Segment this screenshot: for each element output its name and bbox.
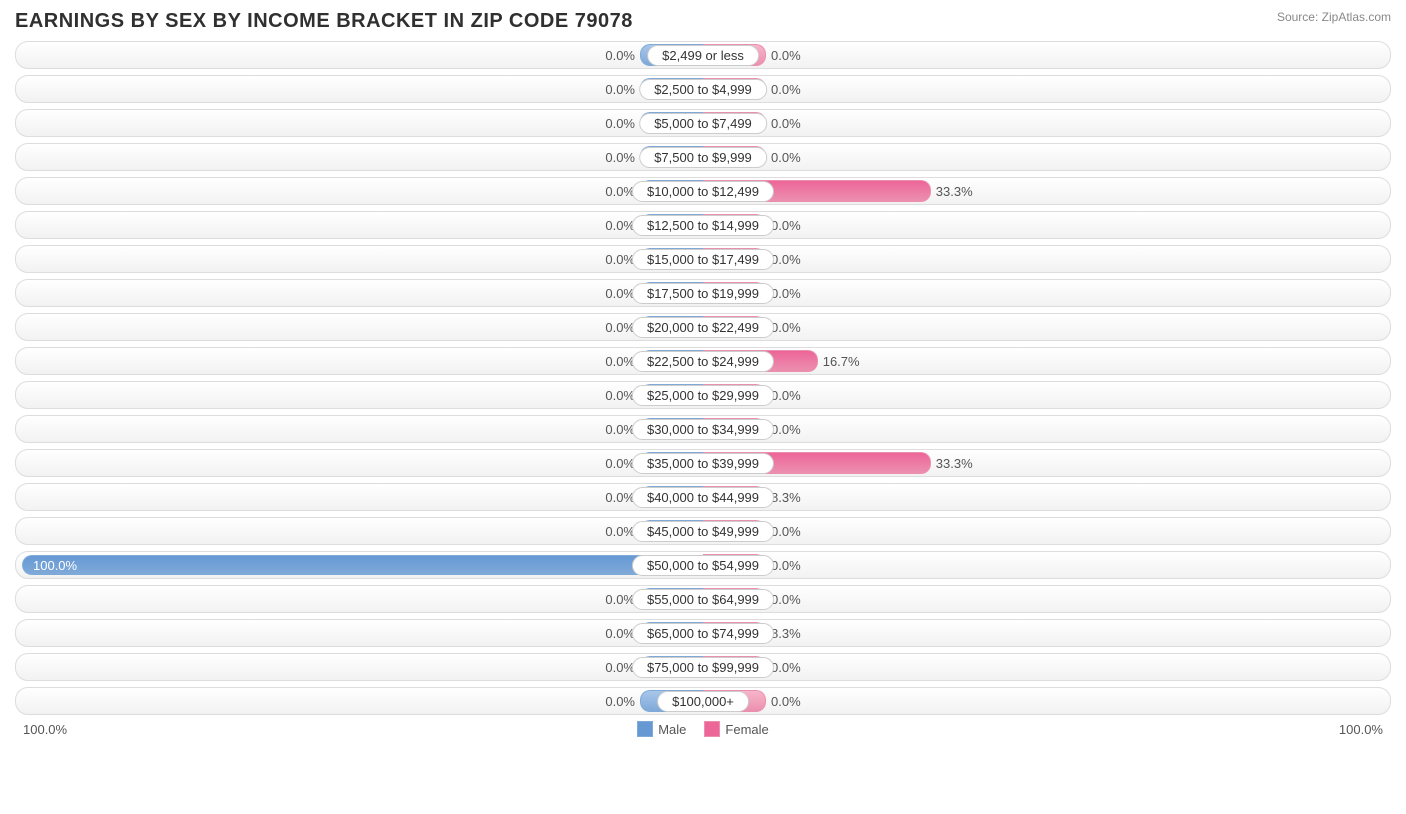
female-value: 16.7% — [823, 354, 860, 369]
male-value: 0.0% — [605, 626, 635, 641]
chart-row: 0.0% 0.0%$17,500 to $19,999 — [15, 279, 1391, 307]
male-value: 0.0% — [605, 354, 635, 369]
female-value: 0.0% — [771, 286, 801, 301]
female-value: 8.3% — [771, 490, 801, 505]
category-label: $7,500 to $9,999 — [639, 147, 767, 168]
chart-row: 0.0% 8.3%$65,000 to $74,999 — [15, 619, 1391, 647]
female-value: 0.0% — [771, 558, 801, 573]
chart-row: 0.0% 0.0% $5,000 to $7,499 — [15, 109, 1391, 137]
category-label: $40,000 to $44,999 — [632, 487, 774, 508]
chart-row: 0.0% 0.0%$75,000 to $99,999 — [15, 653, 1391, 681]
female-value: 0.0% — [771, 422, 801, 437]
category-label: $25,000 to $29,999 — [632, 385, 774, 406]
chart-row: 0.0% 0.0% $100,000+ — [15, 687, 1391, 715]
female-value: 33.3% — [936, 456, 973, 471]
female-value: 0.0% — [771, 694, 801, 709]
category-label: $20,000 to $22,499 — [632, 317, 774, 338]
male-value: 100.0% — [33, 558, 77, 573]
legend-swatch-male — [637, 721, 653, 737]
female-value: 0.0% — [771, 252, 801, 267]
category-label: $22,500 to $24,999 — [632, 351, 774, 372]
chart-row: 0.0% 0.0%$55,000 to $64,999 — [15, 585, 1391, 613]
category-label: $55,000 to $64,999 — [632, 589, 774, 610]
legend-swatch-female — [704, 721, 720, 737]
chart-header: EARNINGS BY SEX BY INCOME BRACKET IN ZIP… — [15, 10, 1391, 33]
chart-row: 0.0% 8.3%$40,000 to $44,999 — [15, 483, 1391, 511]
category-label: $50,000 to $54,999 — [632, 555, 774, 576]
female-value: 0.0% — [771, 524, 801, 539]
chart-row: 0.0% 0.0%$45,000 to $49,999 — [15, 517, 1391, 545]
male-value: 0.0% — [605, 592, 635, 607]
legend-label-male: Male — [658, 722, 686, 737]
female-value: 0.0% — [771, 150, 801, 165]
male-value: 0.0% — [605, 150, 635, 165]
female-value: 0.0% — [771, 218, 801, 233]
chart-source: Source: ZipAtlas.com — [1277, 10, 1391, 24]
category-label: $17,500 to $19,999 — [632, 283, 774, 304]
legend-item-female: Female — [704, 721, 768, 737]
female-value: 33.3% — [936, 184, 973, 199]
chart-row: 100.0% 0.0%$50,000 to $54,999 — [15, 551, 1391, 579]
chart-title: EARNINGS BY SEX BY INCOME BRACKET IN ZIP… — [15, 10, 633, 33]
male-value: 0.0% — [605, 184, 635, 199]
female-value: 0.0% — [771, 592, 801, 607]
female-value: 0.0% — [771, 660, 801, 675]
chart-row: 0.0% 33.3% $10,000 to $12,499 — [15, 177, 1391, 205]
category-label: $100,000+ — [657, 691, 749, 712]
category-label: $15,000 to $17,499 — [632, 249, 774, 270]
category-label: $45,000 to $49,999 — [632, 521, 774, 542]
legend-item-male: Male — [637, 721, 686, 737]
category-label: $10,000 to $12,499 — [632, 181, 774, 202]
female-value: 0.0% — [771, 116, 801, 131]
male-value: 0.0% — [605, 490, 635, 505]
legend: Male Female — [637, 721, 769, 737]
chart-row: 0.0% 0.0% $2,499 or less — [15, 41, 1391, 69]
legend-label-female: Female — [725, 722, 768, 737]
male-value: 0.0% — [605, 456, 635, 471]
axis-label-left: 100.0% — [23, 722, 67, 737]
female-value: 0.0% — [771, 320, 801, 335]
male-value: 0.0% — [605, 320, 635, 335]
chart-row: 0.0% 0.0%$30,000 to $34,999 — [15, 415, 1391, 443]
female-value: 8.3% — [771, 626, 801, 641]
category-label: $5,000 to $7,499 — [639, 113, 767, 134]
chart-row: 0.0% 33.3% $35,000 to $39,999 — [15, 449, 1391, 477]
male-value: 0.0% — [605, 286, 635, 301]
male-bar: 100.0% — [22, 555, 703, 575]
male-value: 0.0% — [605, 660, 635, 675]
chart-footer: 100.0% Male Female 100.0% — [15, 721, 1391, 737]
chart-row: 0.0% 0.0%$12,500 to $14,999 — [15, 211, 1391, 239]
category-label: $2,500 to $4,999 — [639, 79, 767, 100]
diverging-bar-chart: 0.0% 0.0% $2,499 or less 0.0% 0.0% $2,500 to … — [15, 41, 1391, 715]
chart-row: 0.0% 16.7% $22,500 to $24,999 — [15, 347, 1391, 375]
male-value: 0.0% — [605, 524, 635, 539]
chart-row: 0.0% 0.0%$25,000 to $29,999 — [15, 381, 1391, 409]
female-value: 0.0% — [771, 48, 801, 63]
category-label: $30,000 to $34,999 — [632, 419, 774, 440]
male-value: 0.0% — [605, 422, 635, 437]
male-value: 0.0% — [605, 694, 635, 709]
male-value: 0.0% — [605, 82, 635, 97]
category-label: $35,000 to $39,999 — [632, 453, 774, 474]
category-label: $2,499 or less — [647, 45, 759, 66]
category-label: $12,500 to $14,999 — [632, 215, 774, 236]
female-value: 0.0% — [771, 82, 801, 97]
category-label: $65,000 to $74,999 — [632, 623, 774, 644]
chart-row: 0.0% 0.0% $2,500 to $4,999 — [15, 75, 1391, 103]
female-value: 0.0% — [771, 388, 801, 403]
chart-row: 0.0% 0.0%$15,000 to $17,499 — [15, 245, 1391, 273]
chart-row: 0.0% 0.0%$20,000 to $22,499 — [15, 313, 1391, 341]
chart-row: 0.0% 0.0% $7,500 to $9,999 — [15, 143, 1391, 171]
category-label: $75,000 to $99,999 — [632, 657, 774, 678]
male-value: 0.0% — [605, 218, 635, 233]
male-value: 0.0% — [605, 388, 635, 403]
male-value: 0.0% — [605, 48, 635, 63]
male-value: 0.0% — [605, 252, 635, 267]
male-value: 0.0% — [605, 116, 635, 131]
axis-label-right: 100.0% — [1339, 722, 1383, 737]
